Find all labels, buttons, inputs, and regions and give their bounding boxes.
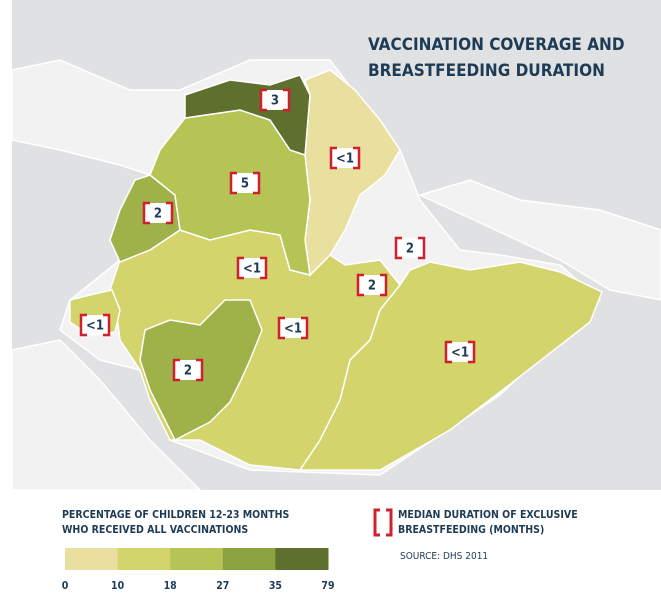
- map-title: VACCINATION COVERAGE AND: [368, 35, 625, 55]
- legend-tick: 79: [321, 580, 334, 592]
- region-label: 3: [271, 94, 279, 109]
- legend-swatch: [117, 548, 171, 570]
- label-bracket: [229, 171, 261, 195]
- label-box: [358, 275, 386, 295]
- legend-swatch: [170, 548, 224, 570]
- label-box: [279, 318, 307, 338]
- region-label: 2: [406, 242, 414, 257]
- legend-title: PERCENTAGE OF CHILDREN 12-23 MONTHS: [62, 509, 289, 521]
- legend-tick: 35: [269, 580, 282, 592]
- bracket-icon: [373, 508, 393, 537]
- label-box: [81, 315, 109, 335]
- label-bracket: [236, 256, 268, 280]
- label-box: [174, 360, 202, 380]
- label-bracket: [172, 358, 204, 382]
- region-label: <1: [284, 322, 302, 337]
- label-box: [261, 90, 289, 110]
- region-label: 2: [154, 207, 162, 222]
- bracket-legend: MEDIAN DURATION OF EXCLUSIVE: [398, 509, 578, 521]
- label-box: [396, 238, 424, 258]
- region-label: <1: [243, 262, 261, 277]
- label-bracket: [356, 273, 388, 297]
- label-bracket: [142, 201, 174, 225]
- legend-swatch: [65, 548, 119, 570]
- map-title: BREASTFEEDING DURATION: [368, 61, 605, 81]
- legend-title: WHO RECEIVED ALL VACCINATIONS: [62, 524, 248, 536]
- legend-swatch: [275, 548, 329, 570]
- labels: <1 <1 <1 2 2 <1 5 3 2 2 <1: [79, 88, 476, 382]
- legend-tick: 27: [216, 580, 229, 592]
- label-box: [231, 173, 259, 193]
- region-label: <1: [336, 152, 354, 167]
- legend-swatch: [222, 548, 276, 570]
- region-label: 2: [184, 364, 192, 379]
- legend-panel: [0, 490, 661, 604]
- label-bracket: [79, 313, 111, 337]
- legend-tick: 0: [62, 580, 69, 592]
- legend: 0 10 18 27 35 79: [62, 548, 335, 592]
- region-label: <1: [86, 319, 104, 334]
- label-box: [238, 258, 266, 278]
- label-box: [144, 203, 172, 223]
- source: SOURCE: DHS 2011: [400, 551, 488, 562]
- region-label: 2: [368, 279, 376, 294]
- label-box: [446, 342, 474, 362]
- label-bracket: [444, 340, 476, 364]
- legend-tick: 18: [164, 580, 177, 592]
- bracket-legend: BREASTFEEDING (MONTHS): [398, 524, 544, 536]
- region-label: <1: [451, 346, 469, 361]
- region-label: 5: [241, 177, 249, 192]
- label-bracket: [277, 316, 309, 340]
- label-bracket: [329, 146, 361, 170]
- label-bracket: [394, 236, 426, 260]
- label-bracket: [259, 88, 291, 112]
- legend-tick: 10: [111, 580, 125, 592]
- label-box: [331, 148, 359, 168]
